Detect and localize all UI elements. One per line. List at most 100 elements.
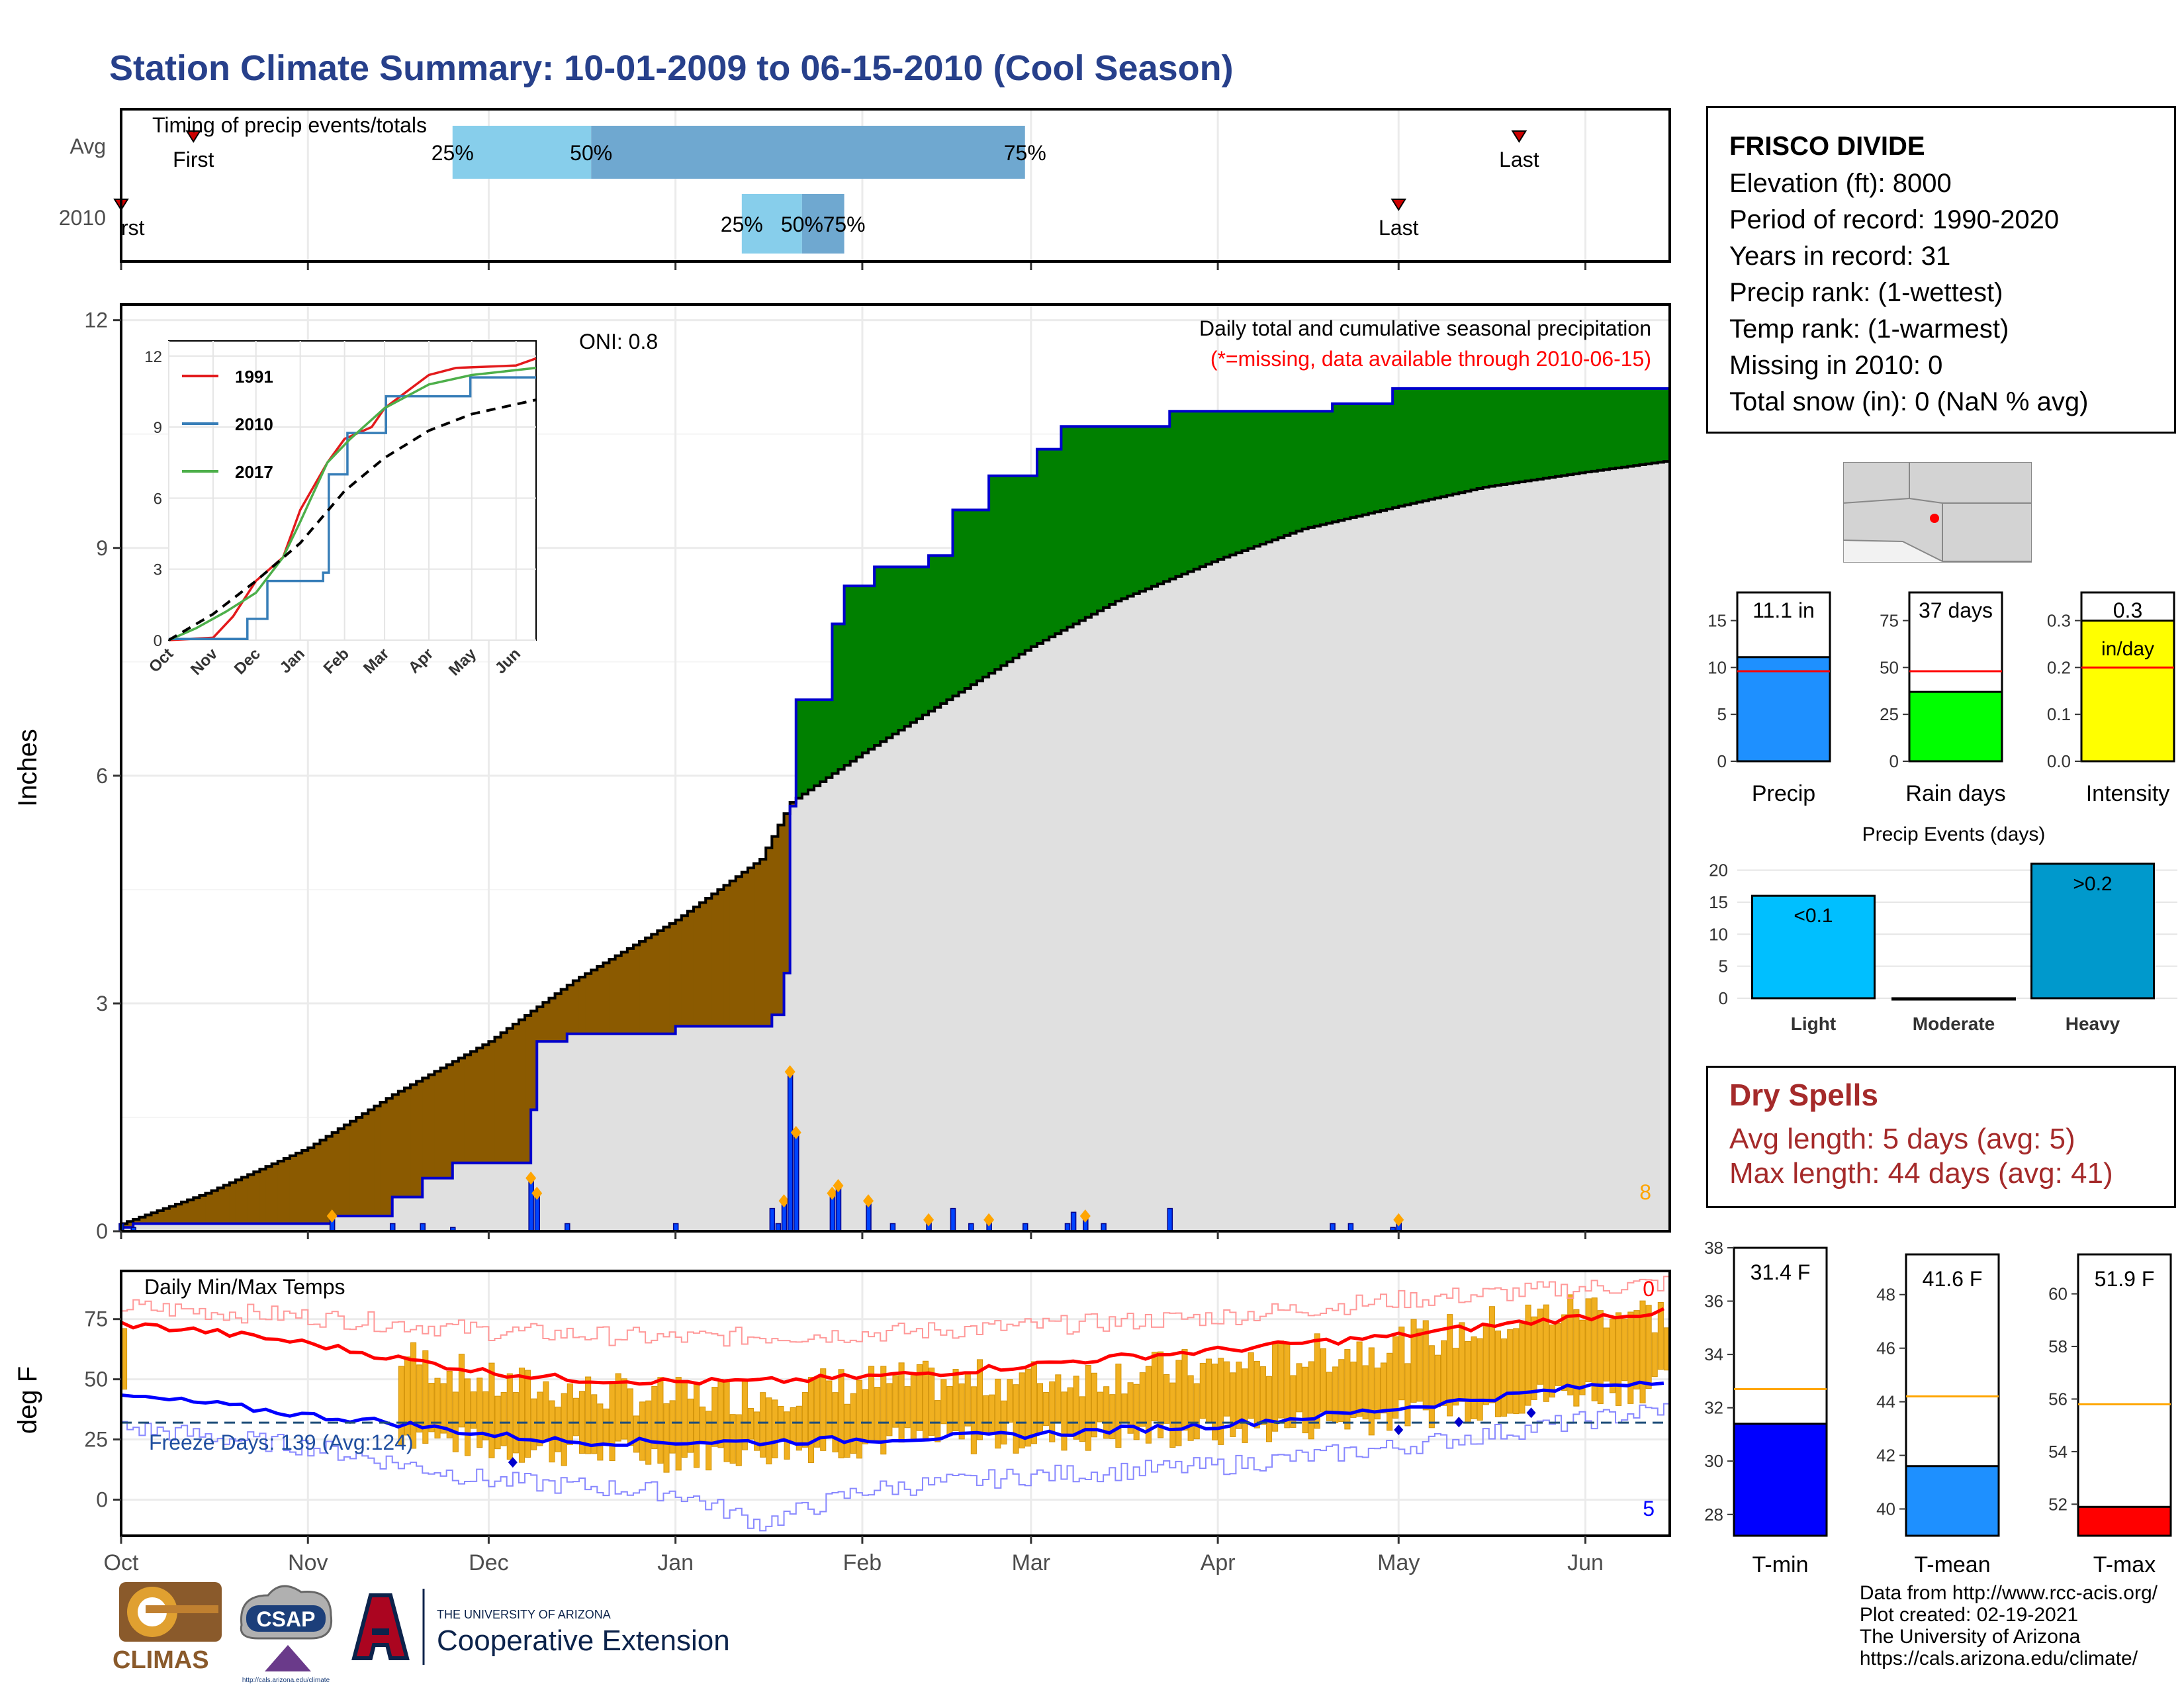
daily-temp-range — [1428, 1345, 1435, 1429]
temp-bar-y-tick-label: 54 — [2048, 1442, 2068, 1462]
svg-text:Cooperative Extension: Cooperative Extension — [437, 1624, 730, 1657]
surplus-fill — [916, 567, 923, 719]
daily-temp-range — [597, 1403, 604, 1461]
daily-temp-range — [940, 1379, 947, 1425]
daily-temp-range — [1633, 1310, 1640, 1389]
temp-bar-y-tick-label: 32 — [1704, 1398, 1723, 1418]
surplus-fill — [1151, 426, 1158, 586]
summary-y-tick-label: 50 — [1880, 657, 1899, 677]
info-period: Period of record: 1990-2020 — [1729, 205, 2060, 234]
events-x-label: Light — [1791, 1013, 1836, 1034]
temp-x-tick-label: Dec — [469, 1550, 508, 1575]
deficit-fill — [121, 1223, 128, 1228]
deficit-fill — [597, 966, 604, 1034]
daily-temp-range — [784, 1411, 790, 1460]
climas-logo[interactable]: CLIMAS — [113, 1582, 222, 1674]
snow-marker — [833, 1179, 844, 1193]
daily-temp-range — [1591, 1297, 1598, 1401]
inset-line-avg — [167, 399, 537, 641]
surplus-fill — [904, 567, 911, 727]
deficit-fill — [639, 941, 646, 1034]
missing-note: (*=missing, data available through 2010-… — [1210, 347, 1651, 371]
surplus-fill — [1387, 403, 1393, 509]
avg-max-line — [120, 1307, 1664, 1386]
deficit-fill — [296, 1152, 302, 1224]
daily-temp-range — [500, 1391, 507, 1446]
events-bar-moderate — [1891, 997, 2016, 1001]
timing-bar-50-75 — [591, 126, 1025, 179]
surplus-fill — [940, 555, 947, 704]
surplus-fill — [1573, 388, 1580, 474]
temp-y-tick-label: 0 — [96, 1487, 108, 1511]
daily-temp-range — [440, 1383, 447, 1434]
daily-temp-range — [627, 1388, 633, 1446]
timing-pct-50: 50% — [570, 141, 612, 165]
summary-y-tick-label: 0 — [1889, 751, 1899, 771]
daily-temp-range — [1494, 1331, 1502, 1417]
timing-pct-50: 50% — [781, 212, 823, 236]
surplus-fill — [1410, 388, 1418, 504]
surplus-fill — [1579, 388, 1586, 473]
inset-legend-label: 2017 — [235, 462, 273, 482]
temp-x-tick-label: Mar — [1012, 1550, 1051, 1575]
daily-temp-range — [585, 1376, 592, 1454]
daily-temp-range — [874, 1387, 881, 1441]
surplus-fill — [1543, 388, 1550, 479]
csap-logo[interactable]: CSAP http://cals.arizona.edu/climate — [240, 1585, 333, 1684]
daily-temp-range — [681, 1382, 688, 1458]
surplus-fill — [1224, 411, 1230, 557]
avg-cumulative-line — [121, 460, 1671, 1225]
deficit-fill — [687, 911, 694, 1027]
daily-temp-range — [1218, 1358, 1224, 1445]
deficit-fill — [621, 952, 628, 1034]
daily-temp-range — [1501, 1338, 1508, 1417]
surplus-fill — [1453, 388, 1459, 494]
summary-bars: 11.1 in 0 5 10 15 Precip 37 days 0 25 50 75 Rain da… — [1707, 591, 2175, 806]
deficit-fill — [169, 1206, 176, 1224]
summary-y-tick-label: 75 — [1880, 611, 1899, 631]
daily-temp-range — [1181, 1349, 1188, 1431]
surplus-fill — [929, 555, 935, 712]
daily-temp-range — [1645, 1305, 1652, 1389]
events-y-tick-label: 15 — [1709, 892, 1728, 912]
surplus-fill — [1555, 388, 1562, 477]
deficit-fill — [477, 1048, 483, 1163]
daily-temp-range — [603, 1408, 610, 1445]
timing-first-label: First — [173, 148, 214, 171]
deficit-fill — [778, 825, 785, 1015]
deficit-fill — [416, 1081, 423, 1197]
temp-y-title: deg F — [13, 1366, 42, 1434]
daily-temp-range — [946, 1385, 953, 1435]
temp-bar-y-tick-label: 46 — [1876, 1338, 1895, 1358]
deficit-fill — [332, 1132, 339, 1217]
daily-temp-range — [525, 1370, 531, 1458]
surplus-fill — [1242, 411, 1249, 551]
daily-temp-range — [494, 1395, 501, 1450]
daily-temp-range — [537, 1391, 543, 1446]
daily-temp-range — [952, 1369, 959, 1432]
surplus-fill — [1133, 426, 1140, 594]
timing-bar-50-75 — [801, 194, 844, 254]
surplus-fill — [1296, 411, 1303, 532]
daily-temp-range — [657, 1377, 664, 1464]
deficit-fill — [784, 814, 791, 974]
deficit-fill — [518, 1019, 525, 1163]
deficit-fill — [205, 1193, 212, 1224]
max-record-count: 0 — [1643, 1277, 1655, 1301]
deficit-fill — [187, 1199, 194, 1224]
daily-temp-range — [880, 1366, 887, 1455]
surplus-fill — [952, 510, 960, 696]
timing-last-label: Last — [1379, 216, 1419, 240]
events-y-tick-label: 0 — [1719, 988, 1728, 1008]
surplus-fill — [1013, 475, 1020, 659]
daily-temp-range — [1158, 1351, 1164, 1438]
surplus-fill — [1645, 388, 1653, 464]
surplus-fill — [1218, 411, 1224, 559]
daily-temp-range — [1278, 1340, 1285, 1419]
summary-unit-label: in/day — [2101, 638, 2154, 660]
ua-logo[interactable]: THE UNIVERSITY OF ARIZONA Cooperative Ex… — [351, 1589, 730, 1665]
surplus-fill — [850, 586, 857, 761]
avg-min-line — [120, 1380, 1664, 1448]
daily-temp-range — [1368, 1347, 1375, 1436]
daily-temp-range — [796, 1405, 802, 1451]
